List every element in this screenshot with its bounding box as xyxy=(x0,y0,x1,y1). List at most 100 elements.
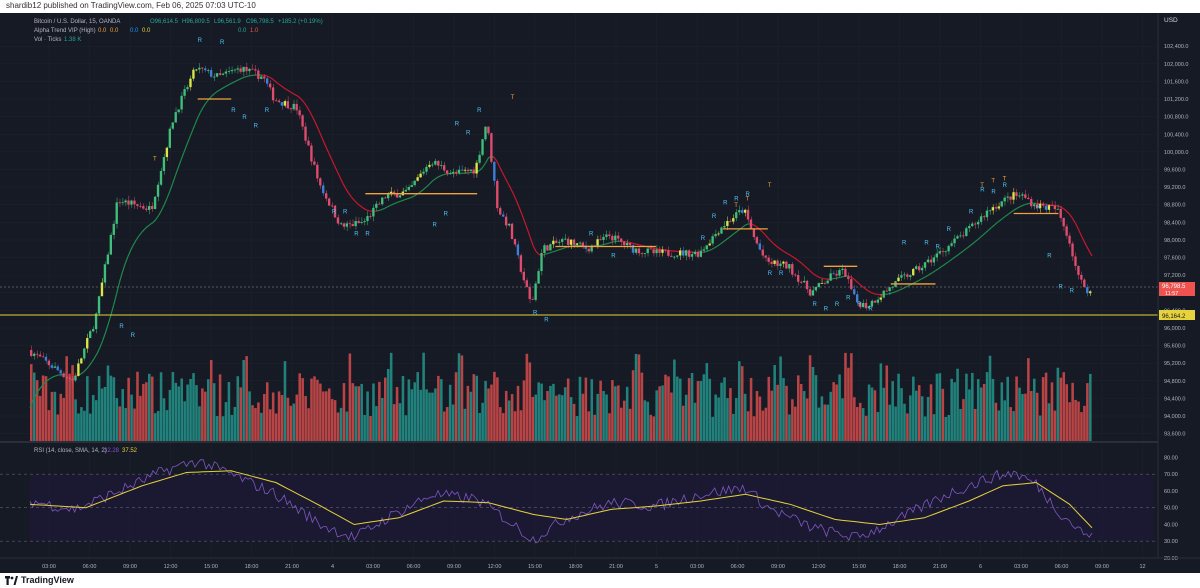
volume-bar xyxy=(740,366,744,442)
volume-bar xyxy=(136,371,139,442)
candle-body xyxy=(395,193,399,198)
price-tick-label: 99,600.0 xyxy=(1164,167,1185,173)
volume-bar xyxy=(153,413,157,442)
volume-bar xyxy=(982,383,986,442)
alpha-trend-segment xyxy=(921,276,925,280)
volume-bar xyxy=(53,391,57,442)
volume-bar xyxy=(504,390,508,442)
alpha-trend-segment xyxy=(1024,203,1028,206)
candle-body xyxy=(953,238,956,244)
candle-body xyxy=(850,279,853,290)
marker-r: R xyxy=(902,240,907,246)
candle-body xyxy=(286,101,289,109)
alpha-trend-segment xyxy=(851,276,855,280)
volume-bar xyxy=(847,367,850,442)
candle-body xyxy=(304,126,307,141)
indicator-line[interactable]: Alpha Trend VIP (High) xyxy=(34,28,96,34)
volume-bar xyxy=(404,415,408,442)
symbol-line[interactable]: Bitcoin / U.S. Dollar, 15, OANDA xyxy=(34,19,120,25)
volume-bar xyxy=(994,402,998,442)
candle-body xyxy=(726,221,729,226)
candle-body xyxy=(720,227,723,234)
alpha-trend-segment xyxy=(177,160,182,169)
alpha-trend-segment xyxy=(767,237,772,242)
volume-bar xyxy=(398,403,402,442)
volume-bar xyxy=(218,374,222,442)
alpha-trend-segment xyxy=(390,203,394,206)
time-tick-label: 09:00 xyxy=(1095,564,1109,570)
volume-bar xyxy=(835,384,838,442)
alpha-trend-segment xyxy=(283,87,288,91)
volume-bar xyxy=(976,379,980,442)
candle-body xyxy=(578,242,582,244)
candle-body xyxy=(499,208,502,215)
candle-body xyxy=(80,358,83,364)
alpha-trend-segment xyxy=(893,290,897,294)
volume-bar xyxy=(856,407,859,442)
rsi-legend[interactable]: RSI (14, close, SMA, 14, 2) xyxy=(34,448,107,454)
alpha-trend-segment xyxy=(711,247,715,250)
alpha-trend-segment xyxy=(401,199,405,202)
currency-label[interactable]: USD xyxy=(1164,17,1178,24)
candle-body xyxy=(218,73,222,75)
volume-bar xyxy=(431,392,434,442)
volume-bar xyxy=(484,380,487,442)
candle-body xyxy=(811,290,815,296)
candle-body xyxy=(416,177,419,181)
time-axis-labels: 03:00 06:00 09:00 12:00 15:00 18:00 21:00 4 03:0… xyxy=(42,564,1145,570)
candle-body xyxy=(732,218,735,222)
volume-bar xyxy=(289,405,293,442)
volume-bar xyxy=(490,384,493,442)
alpha-trend-segment xyxy=(653,247,657,250)
volume-bar xyxy=(342,383,346,442)
candle-body xyxy=(555,240,558,243)
volume-bar xyxy=(956,368,959,442)
volume-bar xyxy=(496,377,499,442)
alpha-trend-segment xyxy=(376,209,380,212)
volume-bar xyxy=(873,390,877,442)
volume-bar xyxy=(204,391,207,442)
volume-bar xyxy=(699,380,703,442)
alpha-trend-segment xyxy=(426,183,431,187)
volume-bar xyxy=(735,398,738,442)
volume-bar xyxy=(1071,382,1074,442)
candle-body xyxy=(938,251,941,254)
volume-bar xyxy=(156,410,160,442)
marker-r: R xyxy=(343,209,348,215)
volume-bar xyxy=(764,407,768,442)
alpha-trend-segment xyxy=(40,383,45,388)
marker-r: R xyxy=(131,333,136,339)
marker-r: R xyxy=(824,306,829,312)
alpha-trend-segment xyxy=(912,281,917,284)
candle-body xyxy=(254,69,257,71)
volume-bar xyxy=(575,416,579,442)
candle-body xyxy=(826,280,829,284)
alpha-trend-segment xyxy=(873,293,877,295)
alpha-trend-segment xyxy=(915,279,920,283)
volume-bar xyxy=(534,394,537,442)
candle-body xyxy=(310,145,313,162)
volume-bar xyxy=(693,402,697,442)
volume-bar xyxy=(991,378,995,442)
volume-bar xyxy=(900,388,903,442)
alpha-trend-segment xyxy=(174,167,179,176)
volume-bar xyxy=(1077,401,1080,442)
marker-r: R xyxy=(980,187,985,193)
vol-line[interactable]: Vol · Ticks xyxy=(34,37,61,43)
alpha-trend-segment xyxy=(600,244,604,247)
candle-body xyxy=(799,281,803,283)
volume-bar xyxy=(357,386,360,442)
candle-body xyxy=(121,202,124,204)
volume-bar xyxy=(909,395,912,442)
candle-body xyxy=(274,100,278,102)
volume-bar xyxy=(947,415,950,442)
candle-body xyxy=(53,366,56,368)
alpha-trend-segment xyxy=(308,110,313,117)
alpha-trend-segment xyxy=(336,171,341,178)
candle-body xyxy=(608,234,611,237)
volume-bar xyxy=(782,378,785,442)
alpha-trend-segment xyxy=(1013,208,1017,211)
